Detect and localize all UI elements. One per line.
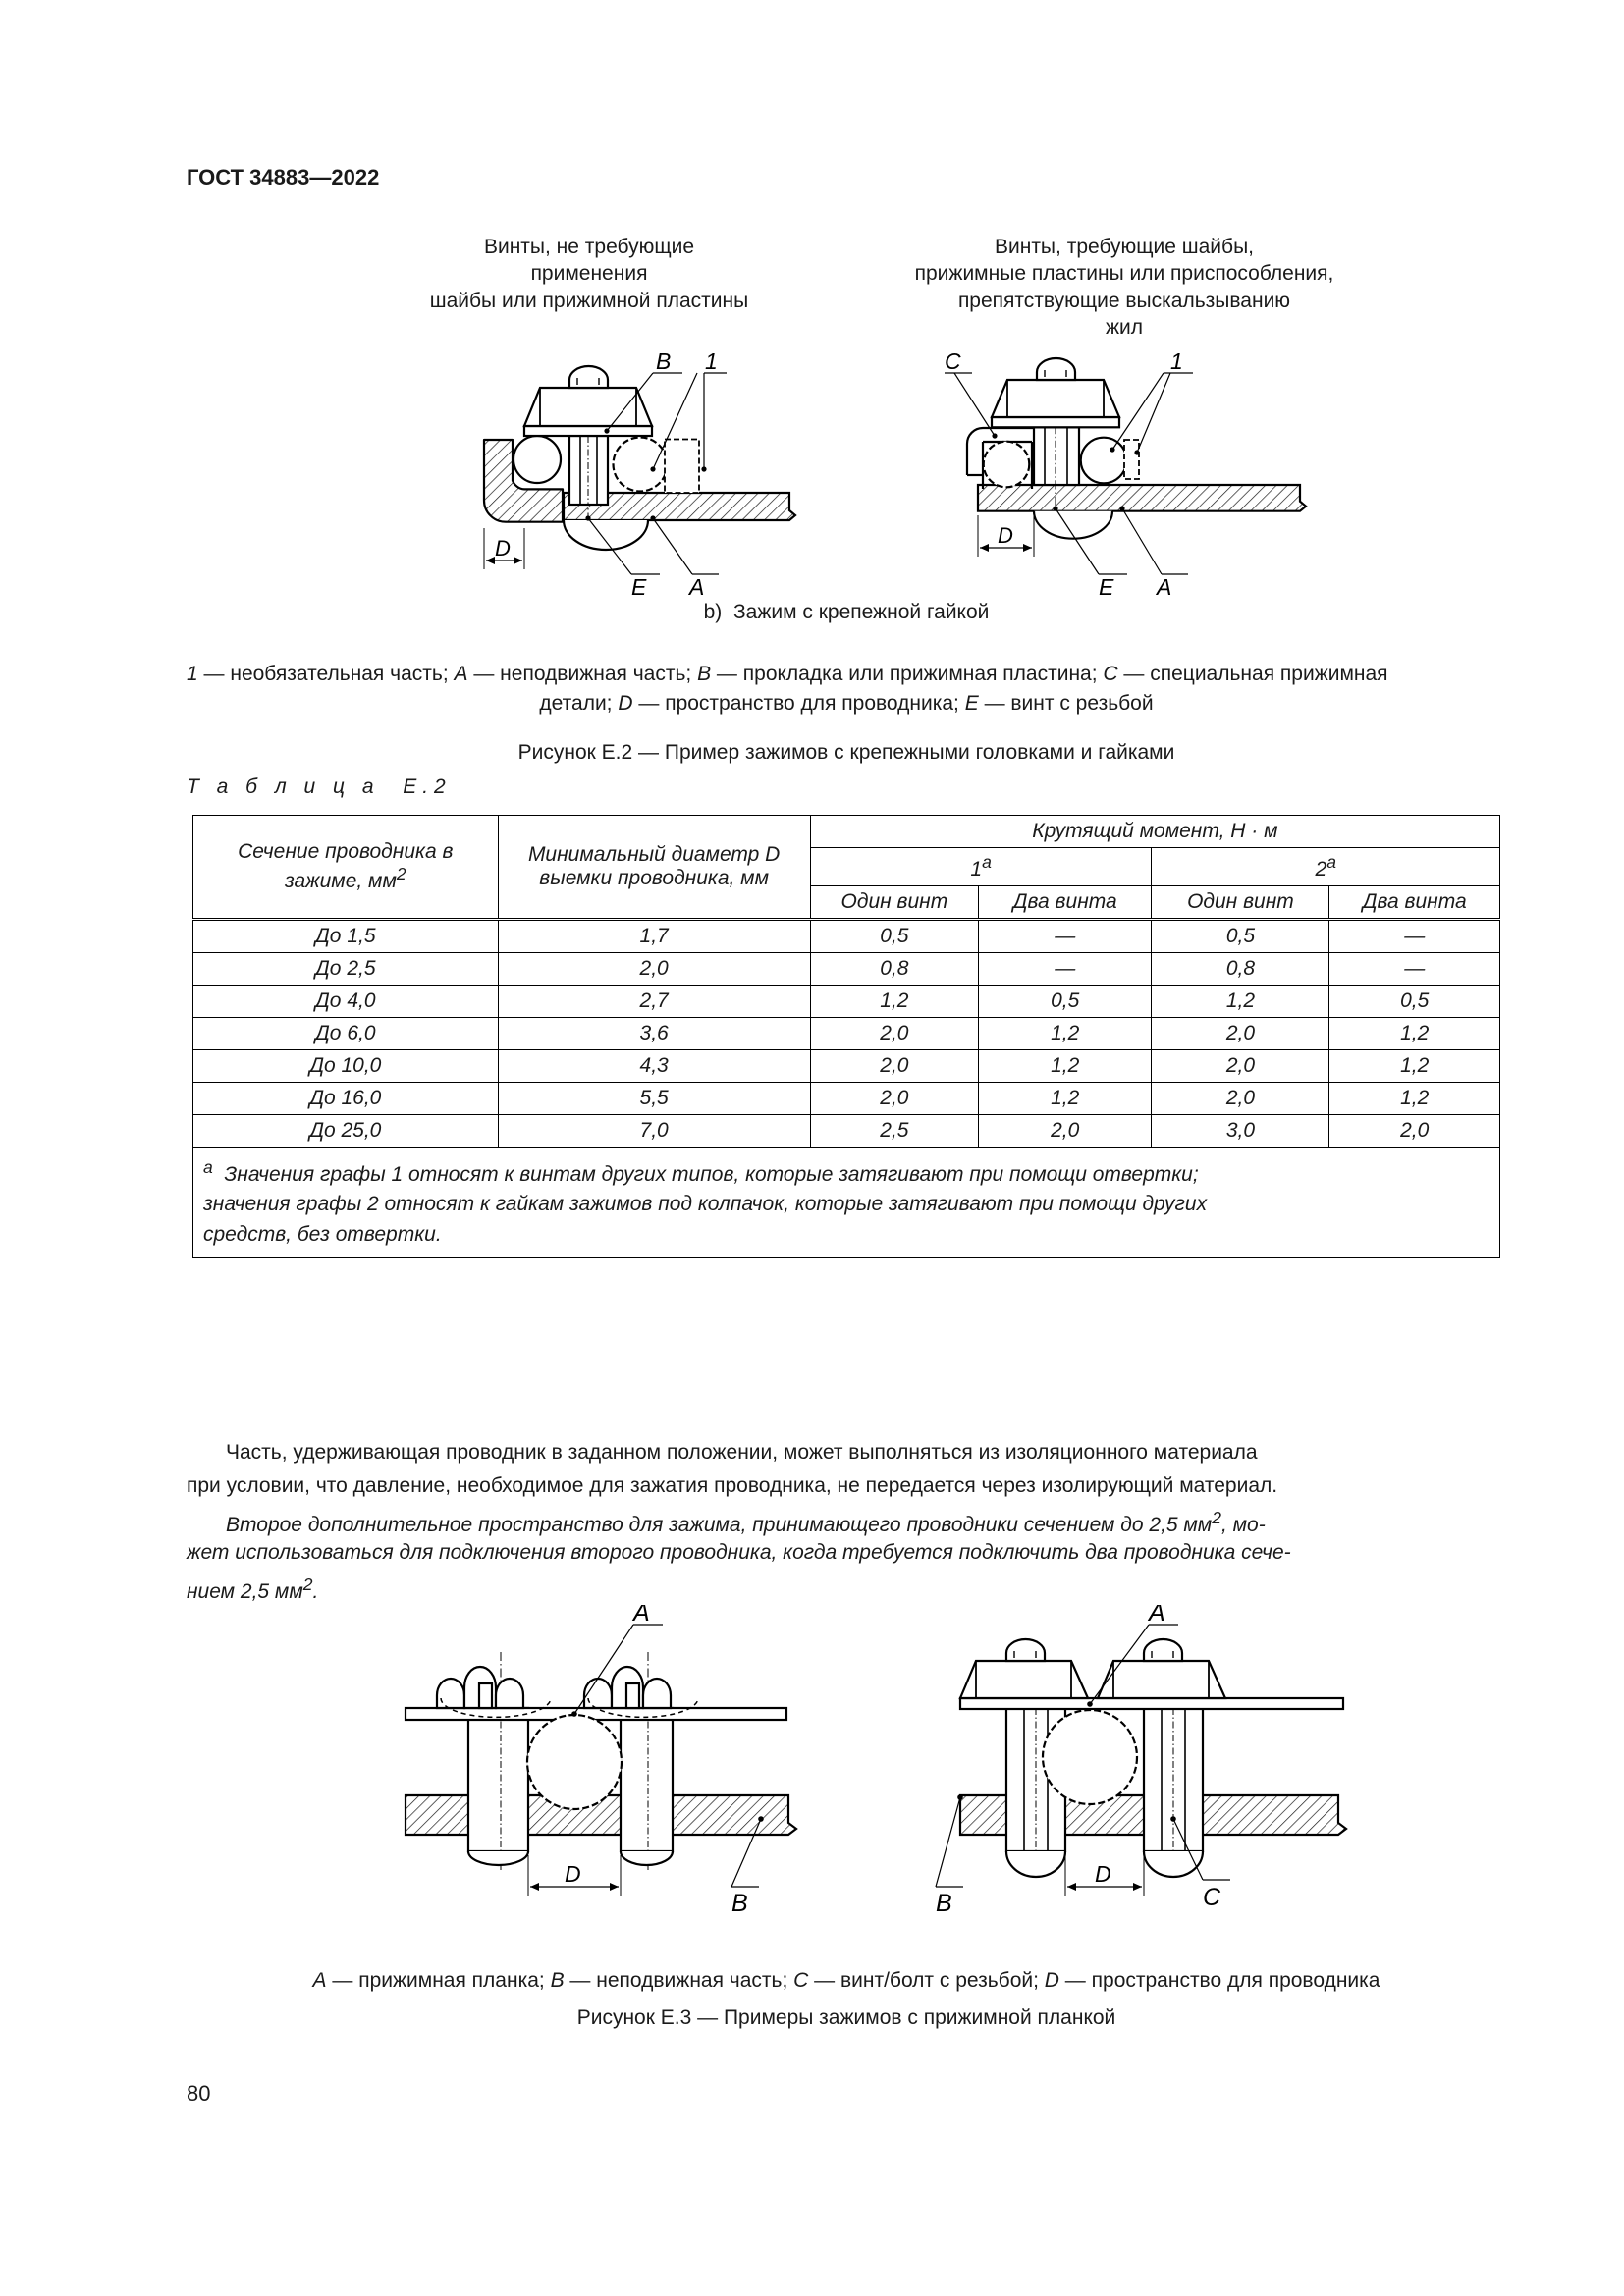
svg-text:B: B: [656, 348, 671, 374]
svg-text:D: D: [1095, 1861, 1111, 1887]
svg-text:A: A: [687, 574, 704, 600]
svg-text:A: A: [631, 1605, 650, 1627]
svg-text:1: 1: [1170, 348, 1183, 374]
svg-text:1: 1: [705, 348, 718, 374]
svg-text:C: C: [1203, 1884, 1221, 1911]
svg-text:E: E: [631, 574, 647, 600]
svg-text:C: C: [945, 348, 961, 374]
svg-text:A: A: [1155, 574, 1171, 600]
svg-text:D: D: [998, 523, 1013, 548]
svg-text:B: B: [936, 1890, 952, 1917]
svg-text:A: A: [1147, 1605, 1165, 1627]
svg-text:B: B: [731, 1890, 748, 1917]
svg-text:D: D: [565, 1861, 581, 1887]
svg-text:E: E: [1099, 574, 1114, 600]
svg-text:D: D: [495, 536, 511, 561]
